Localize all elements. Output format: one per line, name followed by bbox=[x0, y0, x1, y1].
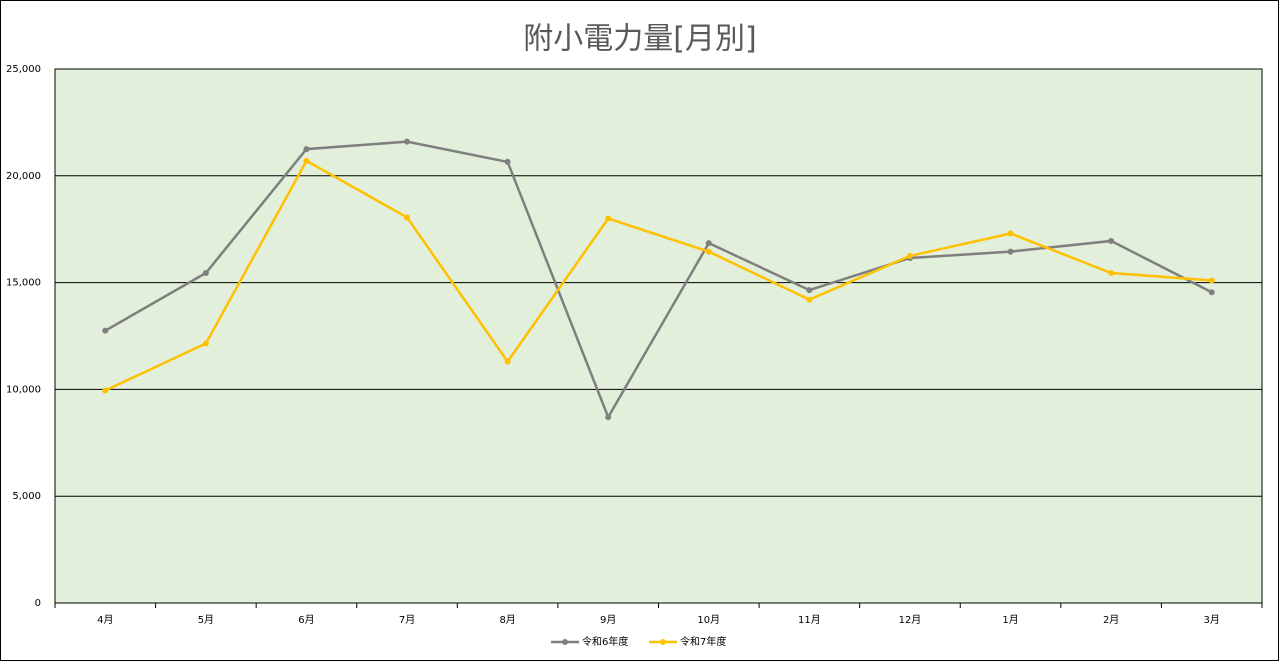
point bbox=[1007, 248, 1014, 255]
x-tick-label: 1月 bbox=[1002, 614, 1018, 626]
point bbox=[504, 158, 511, 165]
point bbox=[1208, 289, 1215, 296]
x-tick-label: 3月 bbox=[1204, 614, 1220, 626]
x-tick-label: 4月 bbox=[97, 614, 113, 626]
point bbox=[705, 240, 712, 247]
x-tick-label: 11月 bbox=[798, 614, 821, 626]
point bbox=[303, 146, 310, 153]
point bbox=[1007, 230, 1014, 237]
chart-title: 附小電力量[月別] bbox=[523, 22, 756, 57]
y-tick-label: 10,000 bbox=[6, 384, 41, 395]
point bbox=[705, 248, 712, 255]
x-tick-label: 2月 bbox=[1103, 614, 1119, 626]
y-tick-label: 15,000 bbox=[6, 278, 41, 289]
point bbox=[404, 214, 411, 221]
point bbox=[404, 138, 411, 145]
y-tick-label: 25,000 bbox=[6, 64, 41, 75]
plot-area bbox=[54, 68, 1263, 604]
legend-label: 令和6年度 bbox=[582, 635, 628, 648]
x-tick-label: 10月 bbox=[697, 614, 720, 626]
point bbox=[303, 157, 310, 164]
x-tick-label: 7月 bbox=[399, 614, 415, 626]
point bbox=[102, 327, 109, 334]
legend-marker bbox=[562, 639, 568, 645]
series-line bbox=[104, 140, 1213, 421]
point bbox=[605, 215, 612, 222]
point bbox=[202, 340, 209, 347]
y-tick-label: 0 bbox=[35, 598, 41, 609]
y-tick-label: 20,000 bbox=[6, 171, 41, 182]
point bbox=[202, 269, 209, 276]
point bbox=[1108, 237, 1115, 244]
legend-label: 令和7年度 bbox=[680, 635, 726, 648]
series-line bbox=[104, 159, 1212, 392]
legend-marker bbox=[660, 639, 666, 645]
x-tick-label: 5月 bbox=[198, 614, 214, 626]
point bbox=[504, 358, 511, 365]
y-tick-label: 5,000 bbox=[12, 491, 41, 502]
point bbox=[906, 252, 913, 259]
x-tick-label: 8月 bbox=[499, 614, 515, 626]
point bbox=[806, 296, 813, 303]
point bbox=[605, 414, 612, 421]
point bbox=[102, 387, 109, 394]
point bbox=[1108, 269, 1115, 276]
point bbox=[1208, 277, 1215, 284]
x-tick-label: 6月 bbox=[298, 614, 314, 626]
x-tick-label: 12月 bbox=[899, 614, 922, 626]
x-tick-label: 9月 bbox=[600, 614, 616, 626]
point bbox=[806, 287, 813, 294]
